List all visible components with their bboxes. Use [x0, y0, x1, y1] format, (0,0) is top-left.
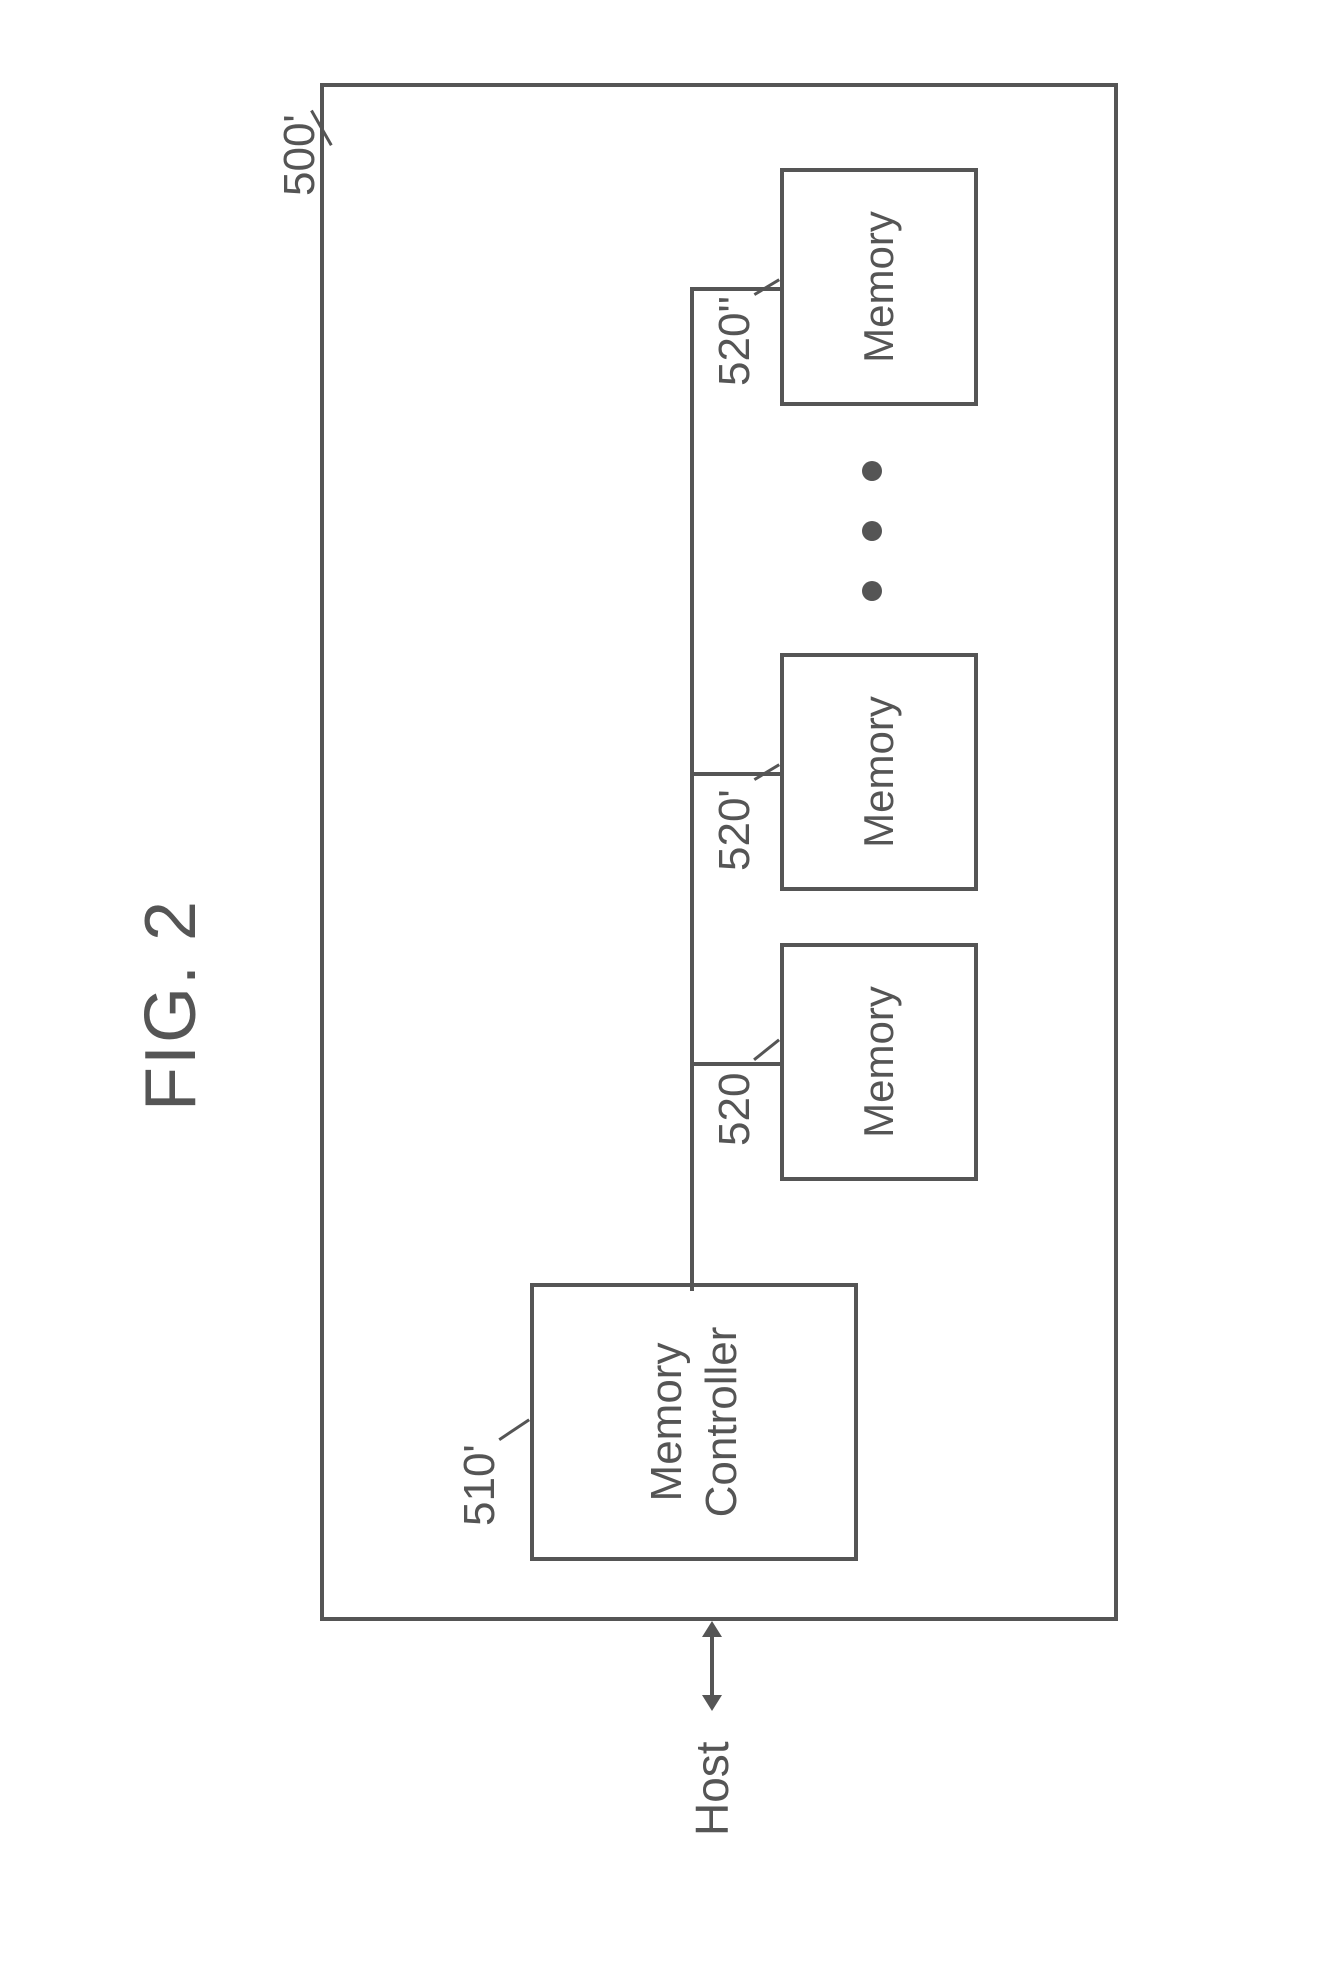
- ref-label-controller: 510': [455, 1444, 505, 1526]
- ref-label-memory: 520: [710, 1073, 760, 1146]
- memory-block: Memory: [780, 653, 978, 891]
- arrow-head-left-icon: [702, 1695, 722, 1711]
- ellipsis-icon: [862, 441, 882, 621]
- figure-title: FIG. 2: [130, 899, 212, 1111]
- bus-drop: [690, 1062, 780, 1066]
- memory-block: Memory: [780, 943, 978, 1181]
- ref-label-memory: 520'': [710, 296, 760, 386]
- rotated-diagram-wrapper: FIG. 2 500' Host Memory Controller 510': [0, 0, 1339, 1981]
- memory-controller-block: Memory Controller: [530, 1283, 858, 1561]
- memory-controller-line2: Controller: [697, 1327, 746, 1518]
- host-arrow-line: [710, 1631, 714, 1701]
- host-label: Host: [685, 1741, 739, 1836]
- ref-label-memory: 520': [710, 789, 760, 871]
- memory-block: Memory: [780, 168, 978, 406]
- arrow-head-right-icon: [702, 1621, 722, 1637]
- bus-horizontal: [690, 287, 694, 1291]
- memory-controller-line1: Memory: [642, 1343, 691, 1502]
- ref-label-system: 500': [275, 114, 325, 196]
- diagram: FIG. 2 500' Host Memory Controller 510': [0, 0, 1339, 1981]
- canvas: FIG. 2 500' Host Memory Controller 510': [0, 0, 1339, 1981]
- memory-controller-text: Memory Controller: [639, 1327, 749, 1518]
